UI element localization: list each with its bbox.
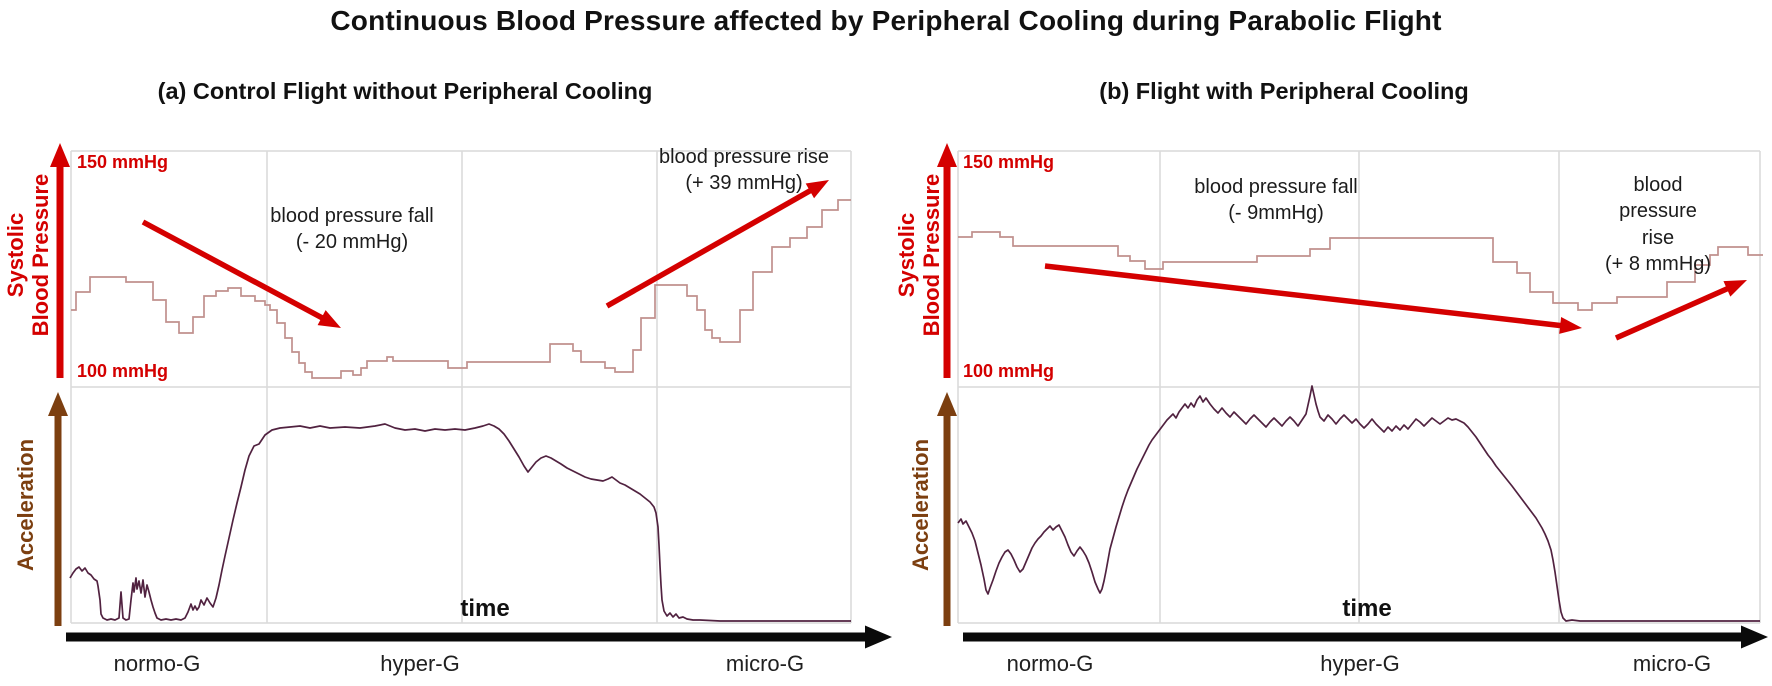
panel-a-tick-150mmhg: 150 mmHg xyxy=(77,152,169,172)
panel-b-annotation-fall: blood pressure fall (- 9mmHg) xyxy=(1194,176,1358,225)
panel-b-tick-150mmhg: 150 mmHg xyxy=(963,152,1055,172)
figure-title: Continuous Blood Pressure affected by Pe… xyxy=(330,5,1442,36)
panel-b-phase-normo-g: normo-G xyxy=(1006,651,1094,676)
panel-b-acceleration-axis-label: Acceleration xyxy=(908,438,933,572)
panel-b-phase-micro-g: micro-G xyxy=(1632,651,1712,676)
panel-a-phase-micro-g: micro-G xyxy=(725,651,805,676)
panel-a-annotation-rise: blood pressure rise (+ 39 mmHg) xyxy=(658,146,830,195)
panel-a-acceleration-axis-label: Acceleration xyxy=(13,438,38,572)
panel-a-phase-hyper-g: hyper-G xyxy=(380,651,460,676)
panel-b-time-axis-label: time xyxy=(1342,595,1392,622)
panel-a-title: (a) Control Flight without Peripheral Co… xyxy=(157,78,653,104)
panel-b-pressure-axis-label: Systolic Blood Pressure xyxy=(894,173,945,337)
panel-a-pressure-axis-label: Systolic Blood Pressure xyxy=(3,173,54,337)
panel-a-phase-normo-g: normo-G xyxy=(113,651,201,676)
panel-b-tick-100mmhg: 100 mmHg xyxy=(963,361,1055,381)
panel-b-phase-hyper-g: hyper-G xyxy=(1320,651,1400,676)
panel-a-tick-100mmhg: 100 mmHg xyxy=(77,361,169,381)
panel-b-title: (b) Flight with Peripheral Cooling xyxy=(1099,78,1469,104)
panel-a-annotation-fall: blood pressure fall (- 20 mmHg) xyxy=(270,205,434,254)
panel-a-time-axis-label: time xyxy=(460,595,510,622)
panel-b-annotation-rise: blood pressure rise (+ 8 mmHg) xyxy=(1604,174,1712,276)
